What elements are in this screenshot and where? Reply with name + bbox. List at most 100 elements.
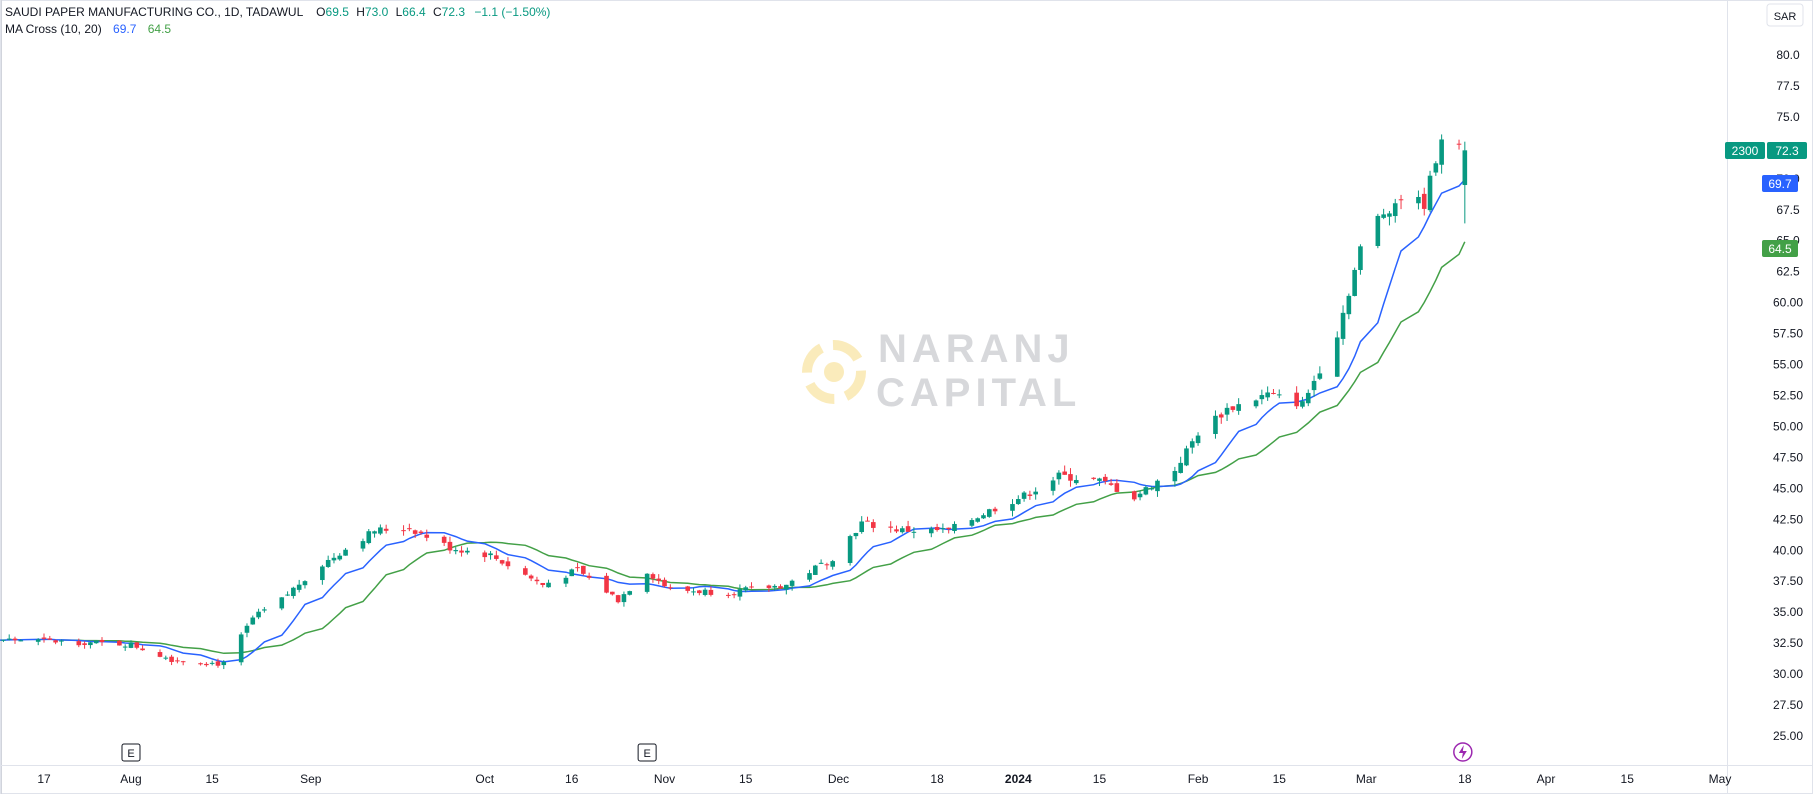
candle <box>378 524 383 536</box>
candle <box>1392 198 1398 223</box>
candle <box>818 559 824 564</box>
candle <box>505 557 511 570</box>
ma-fast-tag <box>1762 175 1798 192</box>
candle <box>1097 477 1102 487</box>
x-tick-label: 15 <box>1621 772 1635 786</box>
candle <box>1178 456 1183 474</box>
y-tick-label: 27.50 <box>1773 698 1803 712</box>
candle <box>88 641 93 649</box>
candle <box>1062 465 1067 475</box>
candle <box>1427 170 1433 213</box>
y-tick-label: 35.00 <box>1773 605 1803 619</box>
candle <box>1091 477 1096 481</box>
candle <box>1021 491 1027 502</box>
candle <box>586 572 592 580</box>
candle <box>93 640 99 644</box>
y-tick-label: 25.00 <box>1773 729 1803 743</box>
candle <box>117 640 122 646</box>
candle <box>1068 468 1073 487</box>
candle <box>946 527 951 534</box>
legend[interactable]: SAUDI PAPER MANUFACTURING CO., 1D, TADAW… <box>5 5 550 36</box>
price-tags: 2300 72.3 69.7 64.5 <box>1725 142 1807 257</box>
ohlc-open: 69.5 <box>326 5 350 19</box>
candle <box>163 655 169 661</box>
time-axis[interactable]: 17 Aug 15 Sep Oct 16 Nov 15 Dec 18 2024 15 Feb 15 Mar 1… <box>37 772 1731 786</box>
watermark-line2: CAPITAL <box>876 371 1081 415</box>
candle <box>1143 485 1149 496</box>
candle <box>1305 389 1311 407</box>
candle <box>99 637 105 646</box>
candle <box>1456 139 1462 150</box>
candle <box>986 508 992 518</box>
candle <box>731 592 737 599</box>
candle <box>778 584 783 589</box>
x-tick-label: Sep <box>300 772 322 786</box>
earnings-marker[interactable]: E <box>637 743 657 762</box>
candle <box>320 564 325 585</box>
currency-button[interactable]: SAR <box>1766 3 1804 27</box>
candle <box>1189 438 1195 454</box>
candle <box>134 642 140 650</box>
candle <box>702 587 708 597</box>
watermark: NARANJ CAPITAL <box>802 327 1081 415</box>
candle <box>82 641 87 649</box>
y-tick-label: 62.5 <box>1776 265 1800 279</box>
candle <box>1033 487 1038 500</box>
volume-tag-text: 2300 <box>1732 144 1759 158</box>
ma-layer <box>0 179 1466 663</box>
y-tick-label: 50.00 <box>1773 419 1803 433</box>
candle <box>644 573 650 594</box>
volume-tag <box>1725 142 1765 159</box>
ma-fast-value: 69.7 <box>113 22 137 36</box>
candle <box>1265 386 1270 401</box>
candle <box>424 529 430 542</box>
candle <box>952 521 957 534</box>
candle <box>1381 208 1386 220</box>
candle <box>383 524 389 534</box>
candle <box>1253 399 1259 409</box>
candle <box>1334 331 1340 377</box>
candle <box>204 662 209 667</box>
candle <box>1311 375 1317 397</box>
ohlc-high: 73.0 <box>365 5 389 19</box>
candle <box>1433 161 1439 176</box>
y-tick-label: 42.50 <box>1773 512 1803 526</box>
legend-row-indicator[interactable]: MA Cross (10, 20) 69.7 64.5 <box>5 22 171 36</box>
candle <box>337 553 343 561</box>
candle <box>262 607 267 613</box>
candle <box>1015 495 1021 505</box>
legend-row-symbol[interactable]: SAUDI PAPER MANUFACTURING CO., 1D, TADAW… <box>5 5 550 19</box>
candle <box>737 584 743 601</box>
earnings-marker[interactable]: E <box>121 743 141 762</box>
candle <box>343 547 348 556</box>
candle <box>992 506 998 515</box>
candle <box>546 579 551 588</box>
candle <box>412 529 418 538</box>
candle <box>528 574 534 582</box>
candle <box>465 547 470 555</box>
candle <box>859 516 865 534</box>
lightning-event-icon[interactable] <box>1453 742 1473 762</box>
candle <box>691 587 696 596</box>
watermark-logo-icon <box>802 340 866 404</box>
candle <box>1149 486 1154 491</box>
candle <box>1271 389 1276 395</box>
candle <box>1114 479 1120 492</box>
candle <box>1300 396 1305 409</box>
y-tick-label: 37.50 <box>1773 574 1803 588</box>
candle <box>1195 432 1201 446</box>
candle <box>899 526 905 534</box>
x-tick-label: 2024 <box>1005 772 1032 786</box>
candle <box>1108 478 1114 486</box>
candle <box>1398 194 1404 210</box>
candle <box>1375 213 1381 249</box>
candle <box>6 634 12 641</box>
currency-label: SAR <box>1774 11 1797 23</box>
candle <box>1358 244 1363 275</box>
x-tick-label: May <box>1709 772 1732 786</box>
x-tick-label: Nov <box>654 772 675 786</box>
x-tick-label: Dec <box>828 772 849 786</box>
candle <box>610 591 615 596</box>
